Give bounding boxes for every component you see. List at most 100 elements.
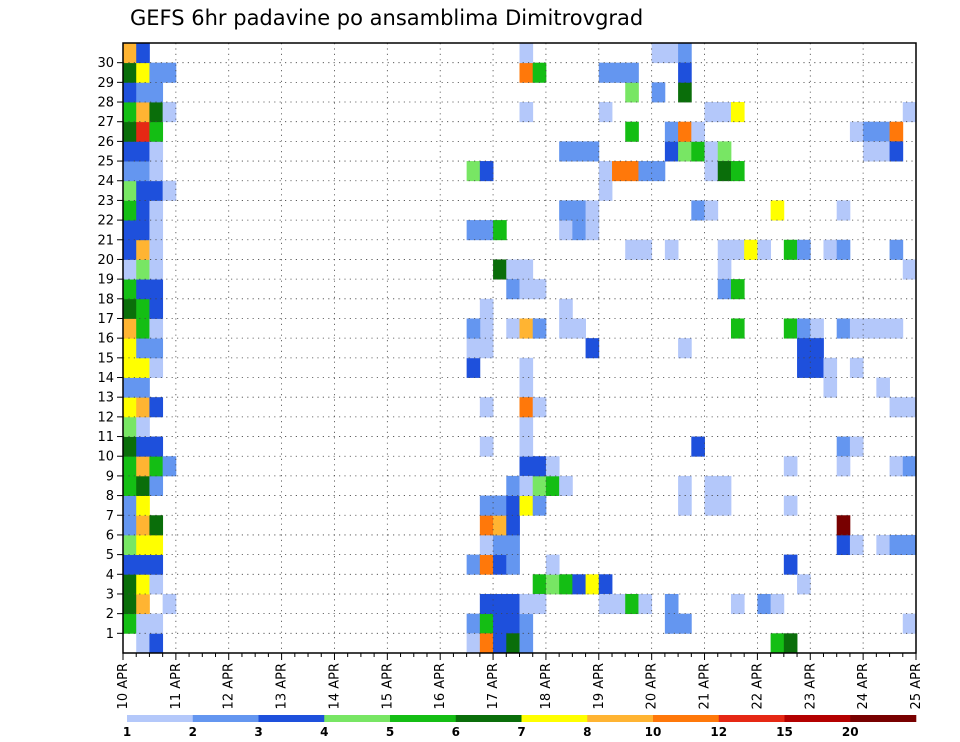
heatmap-cell bbox=[678, 43, 692, 64]
y-tick-label: 28 bbox=[97, 96, 114, 111]
heatmap-cell bbox=[678, 475, 692, 496]
heatmap-cell bbox=[149, 475, 164, 496]
heatmap-cell bbox=[123, 43, 137, 64]
heatmap-cell bbox=[136, 357, 150, 378]
heatmap-cell bbox=[479, 613, 494, 634]
colorbar-swatch bbox=[784, 715, 851, 722]
heatmap-cell bbox=[519, 259, 534, 280]
heatmap-cell bbox=[717, 495, 732, 516]
heatmap-cell bbox=[162, 456, 177, 477]
heatmap-cell bbox=[123, 82, 137, 103]
colorbar-label: 15 bbox=[776, 725, 793, 739]
heatmap-cell bbox=[559, 475, 573, 496]
heatmap-cell bbox=[532, 318, 547, 339]
heatmap-cell bbox=[545, 456, 560, 477]
heatmap-cell bbox=[889, 534, 904, 556]
grid-layer bbox=[123, 43, 916, 653]
y-tick-label: 29 bbox=[97, 76, 114, 91]
heatmap-cell bbox=[123, 456, 137, 477]
heatmap-cell bbox=[691, 436, 705, 457]
y-tick-label: 9 bbox=[106, 469, 114, 484]
heatmap-cell bbox=[136, 121, 150, 142]
heatmap-cell bbox=[783, 633, 798, 654]
heatmap-cell bbox=[136, 633, 150, 654]
x-tick-label: 10 APR bbox=[116, 663, 131, 709]
heatmap-cell bbox=[638, 239, 653, 260]
heatmap-cell bbox=[678, 62, 692, 83]
heatmap-cell bbox=[123, 397, 137, 418]
heatmap-cell bbox=[466, 220, 481, 241]
heatmap-cell bbox=[519, 397, 534, 418]
heatmap-cell bbox=[519, 475, 534, 496]
heatmap-cell bbox=[691, 200, 705, 221]
heatmap-cell bbox=[585, 338, 600, 359]
heatmap-cell bbox=[479, 554, 494, 575]
x-tick-label: 25 APR bbox=[909, 663, 924, 709]
colorbar-label: 10 bbox=[645, 725, 662, 739]
x-tick-label: 21 APR bbox=[698, 663, 713, 709]
heatmap-cell bbox=[876, 534, 890, 556]
y-tick-label: 14 bbox=[97, 371, 114, 386]
x-tick-label: 17 APR bbox=[486, 663, 501, 709]
heatmap-cell bbox=[730, 279, 745, 300]
heatmap-cell bbox=[876, 318, 890, 339]
heatmap-cell bbox=[136, 180, 150, 201]
x-tick-label: 18 APR bbox=[539, 663, 554, 709]
heatmap-cell bbox=[123, 436, 137, 457]
heatmap-cell bbox=[678, 495, 692, 516]
heatmap-cell bbox=[559, 141, 573, 162]
heatmap-cell bbox=[836, 534, 851, 556]
heatmap-cell bbox=[783, 456, 798, 477]
heatmap-cell bbox=[823, 357, 838, 378]
heatmap-cell bbox=[585, 200, 600, 221]
heatmap-cell bbox=[678, 141, 692, 162]
x-axis: 10 APR 11 APR 12 APR 13 APR 14 APR 15 APR 16 A… bbox=[116, 653, 924, 709]
heatmap-cell bbox=[598, 62, 613, 83]
heatmap-cell bbox=[123, 239, 137, 260]
heatmap-cell bbox=[836, 515, 851, 536]
heatmap-cell bbox=[902, 397, 917, 418]
y-tick-label: 10 bbox=[97, 450, 114, 465]
heatmap-cell bbox=[136, 200, 150, 221]
heatmap-cell bbox=[876, 377, 890, 398]
heatmap-cell bbox=[572, 220, 586, 241]
heatmap-cell bbox=[506, 279, 520, 300]
heatmap-cell bbox=[123, 495, 137, 516]
colorbar-label: 7 bbox=[517, 725, 525, 739]
heatmap-cell bbox=[519, 416, 534, 437]
heatmap-cell bbox=[836, 239, 851, 260]
heatmap-cell bbox=[902, 613, 917, 634]
heatmap-cell bbox=[559, 318, 573, 339]
heatmap-cell bbox=[598, 180, 613, 201]
heatmap-cell bbox=[136, 298, 150, 319]
heatmap-cell bbox=[783, 318, 798, 339]
heatmap-cell bbox=[902, 456, 917, 477]
heatmap-cell bbox=[136, 279, 150, 300]
colorbar-swatch bbox=[850, 715, 917, 722]
y-tick-label: 23 bbox=[97, 194, 114, 209]
heatmap-cell bbox=[136, 220, 150, 241]
heatmap-cell bbox=[136, 456, 150, 477]
heatmap-cell bbox=[598, 102, 613, 123]
heatmap-cell bbox=[466, 318, 481, 339]
heatmap-cell bbox=[849, 121, 864, 142]
heatmap-cell bbox=[149, 62, 164, 83]
heatmap-cell bbox=[479, 515, 494, 536]
heatmap-cell bbox=[836, 456, 851, 477]
colorbar-label: 6 bbox=[452, 725, 460, 739]
heatmap-cell bbox=[664, 43, 679, 64]
heatmap-cell bbox=[770, 593, 785, 615]
y-axis: 1234567891011121314151617181920212223242… bbox=[97, 56, 123, 642]
heatmap-cell bbox=[823, 377, 838, 398]
y-tick-label: 21 bbox=[97, 233, 114, 248]
heatmap-cell bbox=[545, 574, 560, 595]
heatmap-cell bbox=[479, 633, 494, 654]
y-tick-label: 27 bbox=[97, 115, 114, 130]
heatmap-cell bbox=[532, 397, 547, 418]
heatmap-cell bbox=[625, 239, 639, 260]
heatmap-cell bbox=[466, 338, 481, 359]
heatmap-cell bbox=[479, 397, 494, 418]
colorbar-swatch bbox=[653, 715, 720, 722]
heatmap-cell bbox=[836, 436, 851, 457]
